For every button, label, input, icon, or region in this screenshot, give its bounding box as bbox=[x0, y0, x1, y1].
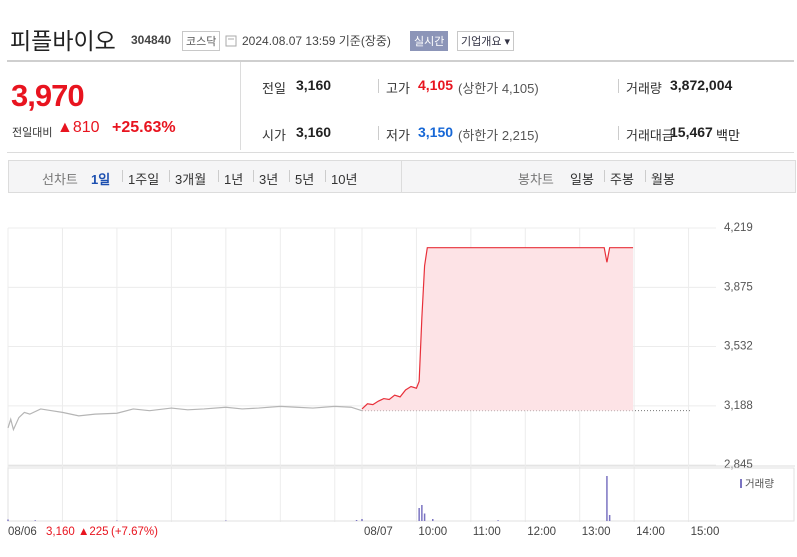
period-tab[interactable]: 10년 bbox=[331, 172, 358, 187]
clock-icon bbox=[225, 35, 237, 47]
stock-name: 피플바이오 bbox=[10, 28, 116, 54]
tab-divider bbox=[401, 161, 402, 192]
candle-tab[interactable]: 일봉 bbox=[570, 172, 594, 187]
volume-bar bbox=[606, 476, 608, 521]
price: 3,970 bbox=[11, 78, 85, 113]
volume-bar bbox=[355, 520, 358, 521]
quote-divider bbox=[240, 62, 241, 150]
change: ▲810 bbox=[57, 119, 100, 136]
period-tab[interactable]: 1년 bbox=[224, 172, 244, 187]
y-tick-label: 3,532 bbox=[724, 341, 753, 353]
stat-value: 3,160 bbox=[296, 124, 332, 140]
volume-bar bbox=[608, 515, 611, 521]
x-tick-label: 15:00 bbox=[691, 526, 720, 538]
stat-label: 전일 bbox=[262, 81, 286, 96]
price-line bbox=[361, 247, 634, 410]
tab-label: 선차트 bbox=[42, 172, 78, 187]
stat-value: 4,105 bbox=[418, 77, 454, 93]
period-tab[interactable]: 3년 bbox=[259, 172, 279, 187]
period-tab[interactable]: 5년 bbox=[295, 172, 315, 187]
volume-legend: 거래량 bbox=[745, 478, 774, 490]
price-area bbox=[362, 247, 634, 411]
market-badge: 코스닥 bbox=[182, 31, 221, 51]
x-tick-label: 11:00 bbox=[473, 526, 501, 538]
quote-box bbox=[7, 60, 794, 153]
volume-bar bbox=[423, 513, 426, 521]
stat-value: 3,160 bbox=[296, 77, 332, 93]
period-tab[interactable]: 3개월 bbox=[175, 172, 207, 187]
company-button-text: 기업개요 bbox=[461, 36, 502, 48]
volume-legend-swatch bbox=[740, 479, 742, 488]
tab-separator bbox=[218, 170, 219, 182]
volume-bar bbox=[361, 519, 363, 521]
stat-note: (상한가 4,105) bbox=[458, 81, 539, 96]
stat-separator bbox=[618, 126, 619, 140]
stock-code: 304840 bbox=[131, 33, 172, 47]
y-tick-label: 2,845 bbox=[724, 459, 753, 471]
tab-separator bbox=[289, 170, 290, 182]
tab-separator bbox=[325, 170, 326, 182]
prev-rate: (+7.67%) bbox=[111, 526, 158, 538]
stat-unit: 백만 bbox=[716, 128, 740, 143]
prev-close: 3,160 bbox=[46, 526, 75, 538]
stat-label: 고가 bbox=[386, 81, 410, 96]
x-tick-label: 13:00 bbox=[582, 526, 611, 538]
y-tick-label: 4,219 bbox=[724, 222, 753, 234]
stat-note: (하한가 2,215) bbox=[458, 128, 539, 143]
stat-label: 거래량 bbox=[626, 81, 662, 96]
candle-tab[interactable]: 월봉 bbox=[651, 172, 675, 187]
y-tick-label: 3,188 bbox=[724, 400, 753, 412]
time-stamp: 2024.08.07 13:59 기준(장중) bbox=[242, 34, 391, 48]
volume-bar bbox=[432, 519, 434, 521]
tab-separator bbox=[645, 170, 646, 182]
x-tick-label: 08/06 bbox=[8, 526, 37, 538]
period-tabs: 선차트 1일 1주일 3개월 1년 3년 5년 10년 봉차트 일봉 주봉 월봉 bbox=[8, 160, 796, 193]
volume-bar bbox=[34, 520, 36, 521]
x-tick-label: 12:00 bbox=[527, 526, 556, 538]
candle-tab[interactable]: 주봉 bbox=[610, 172, 634, 187]
x-tick-label: 08/07 bbox=[364, 526, 393, 538]
period-tab[interactable]: 1일 bbox=[91, 172, 111, 187]
volume-bar bbox=[418, 508, 420, 521]
volume-panel bbox=[7, 467, 795, 522]
tab-separator bbox=[604, 170, 605, 182]
tab-separator bbox=[122, 170, 123, 182]
change-label: 전일대비 bbox=[12, 127, 53, 139]
stat-value: 3,150 bbox=[418, 124, 454, 140]
price-line bbox=[7, 405, 363, 432]
y-tick-label: 3,875 bbox=[724, 281, 753, 293]
stat-value: 15,467 bbox=[670, 124, 713, 140]
realtime-badge[interactable]: 실시간 bbox=[410, 31, 449, 51]
period-tab[interactable]: 1주일 bbox=[128, 172, 160, 187]
stat-label: 시가 bbox=[262, 128, 286, 143]
tab-separator bbox=[253, 170, 254, 182]
x-tick-label: 10:00 bbox=[418, 526, 447, 538]
stat-label: 저가 bbox=[386, 128, 410, 143]
stat-separator bbox=[378, 126, 379, 140]
stat-value: 3,872,004 bbox=[670, 77, 733, 93]
volume-bar bbox=[421, 505, 423, 521]
volume-bar bbox=[7, 519, 9, 521]
stat-label: 거래대금 bbox=[626, 128, 674, 143]
stat-separator bbox=[378, 79, 379, 93]
tab-separator bbox=[169, 170, 170, 182]
tab-label: 봉차트 bbox=[518, 172, 554, 187]
x-tick-label: 14:00 bbox=[636, 526, 665, 538]
volume-bar bbox=[497, 520, 499, 521]
stat-separator bbox=[618, 79, 619, 93]
company-button[interactable]: 기업개요 ▾ bbox=[457, 31, 515, 51]
volume-bar bbox=[225, 520, 227, 521]
change-rate: +25.63% bbox=[112, 119, 176, 136]
prev-change: ▲225 bbox=[78, 526, 109, 538]
